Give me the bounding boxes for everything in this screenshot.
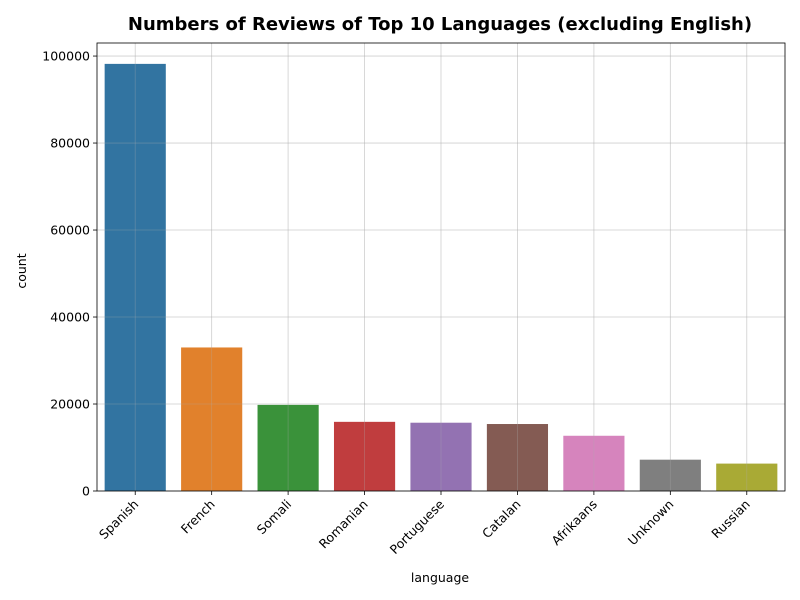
y-tick-label: 80000 (50, 136, 90, 151)
y-tick-label: 40000 (50, 310, 90, 325)
x-tick-label: Spanish (96, 497, 142, 543)
x-tick-label: Unknown (625, 497, 677, 549)
y-tick-label: 100000 (42, 49, 90, 64)
x-tick-label: Somali (254, 497, 295, 538)
bar-unknown (639, 459, 701, 491)
bar-russian (716, 463, 778, 491)
bar-somali (257, 404, 319, 491)
x-tick-label: Portuguese (387, 496, 448, 557)
bar-catalan (486, 424, 549, 491)
x-tick-label: Catalan (479, 497, 524, 542)
bar-spanish (104, 63, 166, 491)
chart-title: Numbers of Reviews of Top 10 Languages (… (128, 14, 752, 35)
y-tick-labels: 0 20000 40000 60000 80000 100000 (42, 49, 90, 499)
grid-lines (97, 43, 785, 492)
x-tick-label: Romanian (316, 497, 371, 552)
x-tick-labels: Spanish French Somali Romanian Portuguese Cat… (96, 496, 753, 557)
bar-portuguese (410, 422, 472, 491)
x-tick-label: Afrikaans (548, 497, 600, 549)
bar-afrikaans (563, 435, 625, 491)
y-axis-label: count (14, 253, 29, 288)
bars (97, 43, 785, 492)
bar-romanian (333, 421, 396, 491)
bar-french (181, 347, 243, 491)
x-tick-label: French (178, 497, 218, 537)
x-axis-label: language (411, 570, 470, 585)
axes (93, 42, 786, 495)
x-tick-label: Russian (708, 497, 753, 542)
y-tick-label: 20000 (50, 397, 90, 412)
y-tick-label: 60000 (50, 223, 90, 238)
y-tick-label: 0 (82, 484, 90, 499)
